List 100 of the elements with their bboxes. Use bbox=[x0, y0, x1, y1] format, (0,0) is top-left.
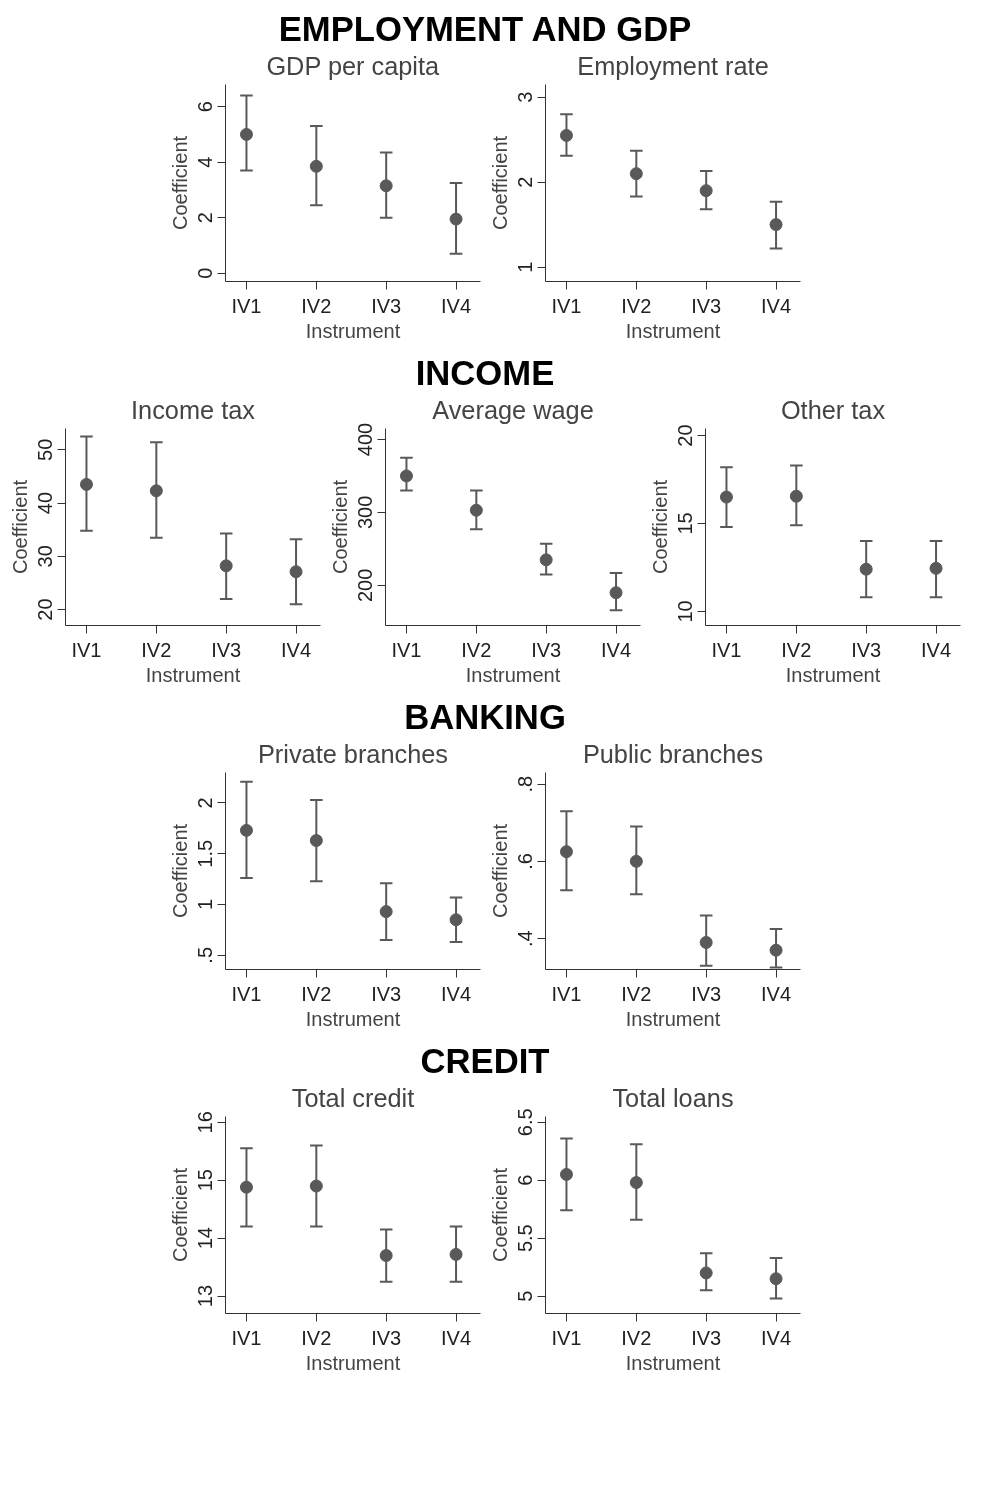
point bbox=[609, 586, 623, 600]
chart-title: Total credit bbox=[291, 1083, 415, 1112]
point bbox=[379, 905, 393, 919]
point bbox=[309, 834, 323, 848]
y-axis-title: Coefficient bbox=[8, 479, 31, 575]
x-axis-title: Instrument bbox=[145, 663, 241, 686]
point bbox=[79, 477, 93, 491]
point bbox=[379, 179, 393, 193]
x-axis-title: Instrument bbox=[625, 1351, 721, 1374]
point bbox=[769, 943, 783, 957]
point bbox=[239, 823, 253, 837]
y-tick-label: 2 bbox=[194, 797, 217, 809]
x-axis-title: Instrument bbox=[625, 319, 721, 342]
x-tick-label: IV3 bbox=[691, 294, 722, 317]
point bbox=[789, 489, 803, 503]
point bbox=[239, 127, 253, 141]
y-tick-label: 2 bbox=[194, 212, 217, 224]
chart-title: Average wage bbox=[432, 395, 594, 424]
x-tick-label: IV4 bbox=[601, 638, 632, 661]
point bbox=[449, 212, 463, 226]
point bbox=[699, 1266, 713, 1280]
y-axis-title: Coefficient bbox=[328, 479, 351, 575]
point bbox=[449, 1247, 463, 1261]
x-tick-label: IV4 bbox=[921, 638, 952, 661]
y-tick-label: 15 bbox=[674, 512, 697, 535]
text: INCOME bbox=[415, 354, 555, 392]
y-axis-title: Coefficient bbox=[168, 823, 191, 919]
y-tick-label: 40 bbox=[34, 491, 57, 515]
y-tick-label: 6 bbox=[514, 1174, 537, 1186]
y-tick-label: 2 bbox=[514, 176, 537, 188]
y-tick-label: 4 bbox=[194, 156, 217, 168]
y-tick-label: 6 bbox=[194, 101, 217, 113]
point bbox=[219, 559, 233, 573]
y-axis-title: Coefficient bbox=[488, 135, 511, 231]
y-axis-title: Coefficient bbox=[488, 1167, 511, 1263]
point bbox=[769, 1272, 783, 1286]
x-tick-label: IV1 bbox=[711, 638, 742, 661]
x-tick-label: IV4 bbox=[441, 1326, 472, 1349]
x-tick-label: IV3 bbox=[371, 1326, 402, 1349]
y-tick-label: .4 bbox=[514, 930, 537, 947]
y-tick-label: 200 bbox=[354, 568, 377, 603]
y-tick-label: 20 bbox=[674, 424, 697, 447]
point bbox=[309, 1179, 323, 1193]
y-axis-title: Coefficient bbox=[168, 135, 191, 231]
y-tick-label: 5 bbox=[514, 1290, 537, 1302]
x-tick-label: IV3 bbox=[691, 982, 722, 1005]
chart-title: Employment rate bbox=[577, 51, 769, 80]
chart-title: Private branches bbox=[257, 739, 449, 768]
x-tick-label: IV2 bbox=[141, 638, 172, 661]
y-tick-label: 1 bbox=[514, 261, 537, 273]
point bbox=[859, 562, 873, 576]
point bbox=[769, 218, 783, 232]
point bbox=[399, 469, 413, 483]
x-tick-label: IV1 bbox=[391, 638, 422, 661]
point bbox=[379, 1249, 393, 1263]
point bbox=[289, 565, 303, 579]
point bbox=[559, 845, 573, 859]
y-tick-label: .5 bbox=[194, 946, 217, 964]
x-tick-label: IV4 bbox=[441, 294, 472, 317]
point bbox=[929, 561, 943, 575]
chart-title: Income tax bbox=[131, 395, 256, 424]
x-tick-label: IV2 bbox=[621, 294, 652, 317]
x-tick-label: IV2 bbox=[461, 638, 492, 661]
y-tick-label: 0 bbox=[194, 267, 217, 279]
x-tick-label: IV3 bbox=[211, 638, 242, 661]
x-tick-label: IV4 bbox=[761, 1326, 792, 1349]
x-tick-label: IV1 bbox=[231, 294, 262, 317]
y-tick-label: 16 bbox=[194, 1111, 217, 1134]
chart-title: Total loans bbox=[612, 1083, 734, 1112]
point bbox=[559, 128, 573, 142]
point bbox=[539, 553, 553, 567]
y-tick-label: 50 bbox=[34, 438, 57, 461]
point bbox=[629, 1176, 643, 1190]
chart-title: Other tax bbox=[780, 395, 886, 424]
y-tick-label: 300 bbox=[354, 495, 377, 530]
y-tick-label: 14 bbox=[194, 1227, 217, 1250]
y-axis-title: Coefficient bbox=[648, 479, 671, 575]
y-tick-label: 5.5 bbox=[514, 1224, 537, 1253]
x-axis-title: Instrument bbox=[305, 319, 401, 342]
y-tick-label: 1 bbox=[194, 898, 217, 911]
chart-title: GDP per capita bbox=[266, 51, 441, 80]
x-axis-title: Instrument bbox=[305, 1007, 401, 1030]
point bbox=[719, 490, 733, 504]
y-tick-label: 20 bbox=[34, 598, 57, 621]
x-tick-label: IV3 bbox=[371, 294, 402, 317]
x-axis-title: Instrument bbox=[305, 1351, 401, 1374]
y-tick-label: 3 bbox=[514, 91, 537, 103]
chart-title: Public branches bbox=[582, 739, 764, 768]
x-tick-label: IV1 bbox=[231, 1326, 262, 1349]
y-tick-label: 13 bbox=[194, 1284, 217, 1308]
point bbox=[699, 184, 713, 198]
x-tick-label: IV4 bbox=[281, 638, 312, 661]
x-tick-label: IV1 bbox=[71, 638, 102, 661]
point bbox=[559, 1167, 573, 1181]
x-axis-title: Instrument bbox=[785, 663, 881, 686]
y-axis-title: Coefficient bbox=[168, 1167, 191, 1263]
x-tick-label: IV1 bbox=[231, 982, 262, 1005]
y-tick-label: .8 bbox=[514, 775, 537, 793]
x-tick-label: IV3 bbox=[851, 638, 882, 661]
point bbox=[629, 167, 643, 181]
